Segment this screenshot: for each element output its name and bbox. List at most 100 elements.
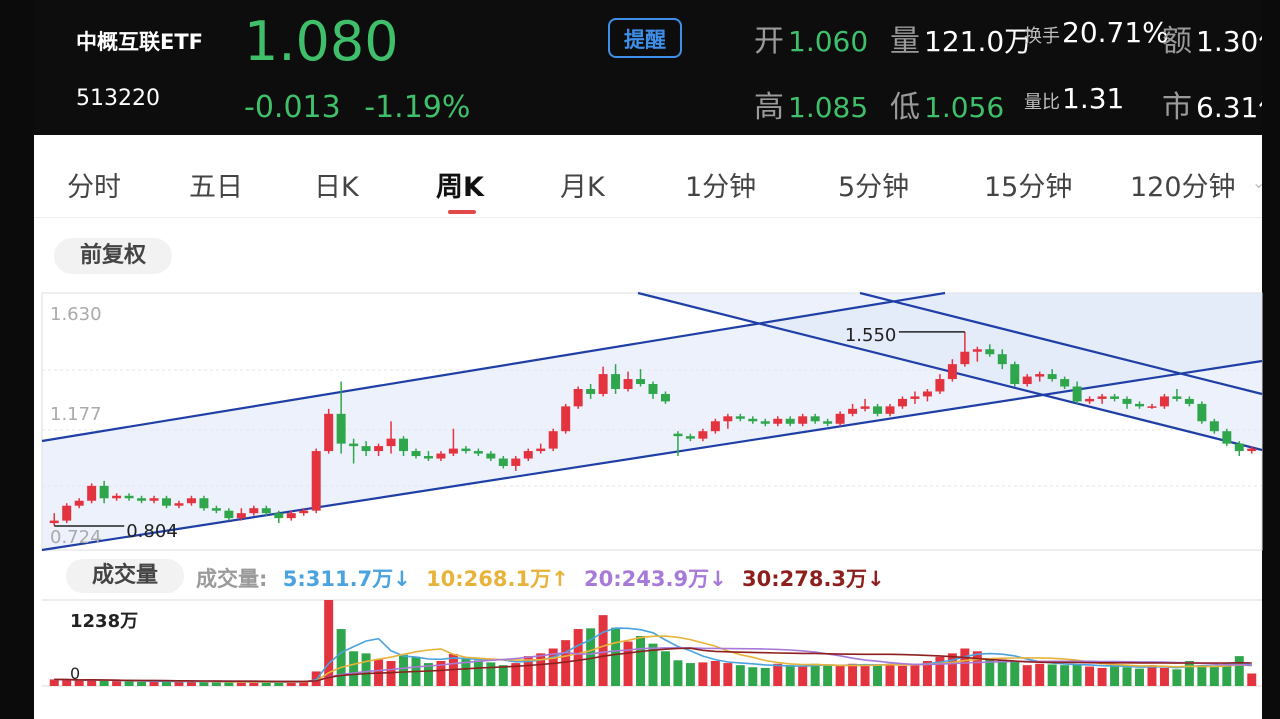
volume-bar (760, 667, 770, 686)
volume-bar (1010, 661, 1020, 686)
candle (1047, 369, 1057, 382)
candle (261, 505, 271, 516)
candle (1135, 401, 1144, 409)
candle (922, 388, 932, 402)
volume-bar (685, 663, 695, 686)
candle (311, 448, 321, 514)
candles (49, 331, 1257, 526)
candle (573, 386, 583, 409)
volume-bar (873, 664, 883, 686)
volume-bar (124, 681, 134, 686)
tab-five-day[interactable]: 五日 (189, 172, 243, 203)
candle (1010, 361, 1020, 387)
candle (798, 413, 808, 427)
candle (1110, 393, 1120, 402)
volume-bar (648, 643, 658, 686)
volume-bar (473, 660, 483, 686)
volume-bar (573, 629, 583, 686)
upper-channel-line (41, 291, 946, 443)
volume-bar (848, 663, 858, 686)
volume-bar (985, 658, 995, 686)
volume-bar (1047, 664, 1057, 686)
lower-channel-line (41, 359, 1263, 552)
candle (249, 505, 259, 516)
down-channel-upper-line (859, 291, 1263, 396)
change-percent: -1.19% (364, 90, 471, 125)
volume-indicator-button[interactable]: 成交量 (66, 559, 184, 593)
candle (1247, 446, 1257, 454)
candle (536, 443, 546, 454)
volume-bar (636, 635, 646, 686)
tab-weekly-k[interactable]: 周K (436, 172, 484, 203)
candle (1197, 401, 1207, 424)
volume-bar (1147, 665, 1157, 686)
stat-turnover: 换手20.71% (1024, 16, 1169, 49)
tab-intraday[interactable]: 分时 (67, 172, 121, 203)
volume-bar (1135, 668, 1144, 686)
volume-bar (1072, 664, 1082, 686)
candle (1222, 428, 1232, 447)
volume-bar (523, 656, 533, 686)
candle (336, 381, 346, 454)
candle (436, 451, 446, 462)
volume-bar (1197, 665, 1207, 686)
candle (49, 513, 59, 526)
stat-open: 开 1.060 (754, 24, 869, 59)
volume-bar (947, 653, 957, 686)
tab-1min[interactable]: 1分钟 (685, 172, 757, 203)
candle (162, 495, 171, 509)
volume-bar (274, 682, 284, 686)
change-value: -0.013 (244, 90, 341, 125)
candle (399, 436, 409, 457)
left-edge (0, 0, 34, 719)
candle (448, 428, 458, 457)
volume-legend: 成交量: 5:311.7万↓ 10:268.1万↑ 20:243.9万↓ 30:… (196, 563, 893, 593)
volume-bar (611, 627, 621, 686)
y-tick-label: 1.177 (50, 404, 102, 425)
candle (523, 448, 533, 462)
volume-bar (236, 681, 246, 686)
volume-bar (49, 679, 59, 686)
candle (710, 418, 720, 434)
extreme-markers: 1.550 0.804 (54, 325, 965, 542)
candle (848, 403, 858, 417)
candle (99, 480, 109, 504)
volume-bar (735, 665, 745, 686)
candle (137, 495, 147, 504)
volume-bar (960, 648, 970, 686)
stat-low: 低 1.056 (890, 90, 1005, 125)
volume-bar (885, 663, 895, 686)
volume-bar (174, 681, 184, 686)
price-adjust-button[interactable]: 前复权 (54, 238, 172, 274)
volume-bar (536, 653, 546, 686)
volume-max-label: 1238万 (70, 611, 138, 632)
stat-amount: 额1.30亿 (1162, 24, 1262, 59)
candle (685, 433, 695, 442)
tab-daily-k[interactable]: 日K (314, 172, 359, 203)
volume-bar (1159, 667, 1169, 686)
volume-legend-title: 成交量: (196, 567, 268, 591)
ma30-line (54, 647, 1252, 683)
volume-bar (436, 660, 446, 686)
tab-5min[interactable]: 5分钟 (838, 172, 910, 203)
tab-monthly-k[interactable]: 月K (560, 172, 605, 203)
tab-15min[interactable]: 15分钟 (984, 172, 1073, 203)
volume-bar (660, 651, 670, 686)
tab-120min[interactable]: 120分钟 (1130, 172, 1236, 203)
candle (598, 366, 608, 397)
candle (112, 493, 122, 501)
volume-bar (361, 653, 371, 686)
candle (473, 448, 483, 457)
volume-bar (112, 681, 122, 686)
volume-bar (87, 679, 97, 686)
candle (511, 456, 521, 471)
volume-bar (1035, 663, 1045, 686)
chevron-down-icon[interactable]: ⌄ (1252, 173, 1266, 192)
candle (723, 413, 733, 429)
alert-button[interactable]: 提醒 (608, 18, 682, 58)
candle (1122, 396, 1132, 409)
candle (1234, 441, 1244, 457)
candle (960, 331, 970, 367)
volume-bar (1184, 660, 1194, 686)
candle (648, 381, 658, 399)
